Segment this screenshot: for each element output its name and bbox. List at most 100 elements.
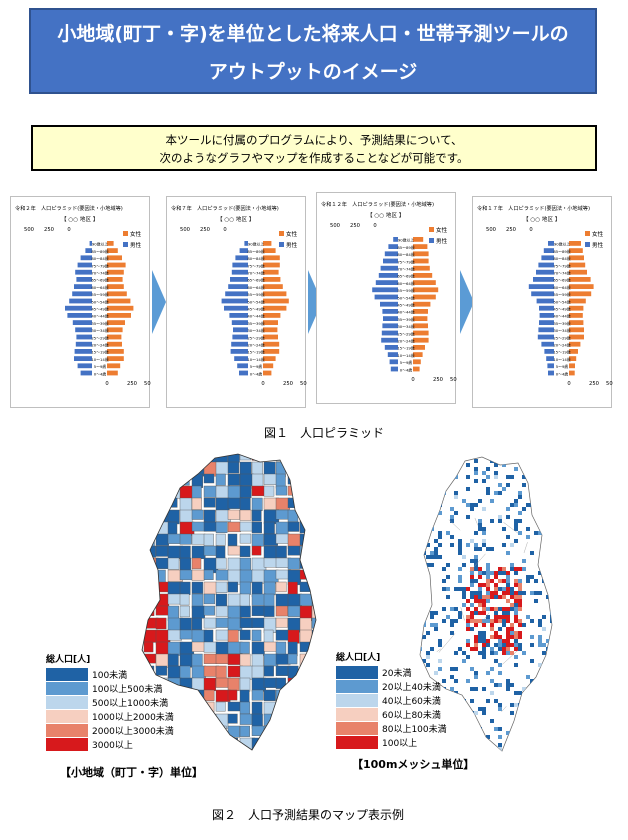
female-bar: [263, 320, 278, 325]
male-bar: [528, 284, 554, 289]
bottom-tick-label: 500: [144, 381, 151, 387]
age-label: 20～24歳: [91, 343, 108, 348]
bottom-tick-label: 250: [127, 381, 137, 387]
age-label: 10～14歳: [247, 357, 264, 362]
age-label: 80～84歳: [91, 256, 108, 261]
legend-swatch: [279, 231, 284, 236]
age-label: 35～39歳: [91, 321, 108, 326]
male-bar: [221, 298, 248, 304]
legend-item: 80以上100未満: [336, 721, 447, 735]
male-bar: [85, 248, 92, 253]
female-bar: [413, 337, 429, 343]
legend-swatch: [279, 242, 284, 247]
bottom-tick-label: 250: [589, 381, 599, 387]
age-label: 30～34歳: [397, 324, 414, 329]
legend-label: 女性: [286, 230, 298, 238]
chart-title: 令和１７年 人口ピラミッド(要因法・小地域等): [477, 204, 590, 212]
arrow-right-icon: [152, 270, 166, 334]
age-label: 65～69歳: [553, 278, 570, 283]
age-label: 15～19歳: [247, 350, 264, 355]
age-label: 75～79歳: [397, 259, 414, 264]
female-bar: [107, 313, 131, 318]
male-bar: [382, 309, 398, 314]
male-bar: [548, 370, 554, 376]
male-bar: [230, 349, 248, 354]
legend-swatch: [429, 227, 434, 232]
age-label: 20～24歳: [247, 343, 264, 348]
male-bar: [541, 341, 554, 347]
female-bar: [413, 265, 430, 271]
female-bar: [263, 341, 280, 347]
female-bar: [263, 262, 280, 268]
age-label: 25～29歳: [397, 331, 414, 336]
legend-swatch: [123, 242, 128, 247]
female-bar: [263, 363, 274, 369]
male-bar: [381, 330, 398, 336]
male-bar: [393, 237, 398, 242]
male-bar: [536, 298, 554, 304]
age-label: 85～89歳: [91, 249, 108, 254]
female-bar: [107, 334, 122, 340]
chart-subtitle: 【 ○○ 地区 】: [523, 215, 560, 223]
male-bar: [537, 334, 554, 340]
chart-title: 令和２年 人口ピラミッド(要因法・小地域等): [15, 204, 123, 212]
age-label: 50～54歳: [247, 299, 264, 304]
age-label: 45～49歳: [553, 307, 570, 312]
male-bar: [76, 277, 92, 282]
female-bar: [569, 327, 584, 333]
age-label: 90歳以上: [554, 242, 570, 247]
female-bar: [413, 309, 428, 314]
male-bar: [372, 287, 398, 293]
male-bar: [547, 363, 554, 369]
female-bar: [107, 277, 123, 282]
top-tick-label: 500: [330, 223, 340, 229]
male-bar: [244, 241, 248, 246]
male-bar: [232, 262, 248, 268]
page-title-line1: 小地域(町丁・字)を単位とした将来人口・世帯予測ツールの: [57, 23, 569, 45]
legend-item: 500以上1000未満: [46, 695, 174, 709]
age-label: 5～9歳: [400, 360, 413, 365]
chart-subtitle: 【 ○○ 地区 】: [61, 215, 98, 223]
chart-title: 令和１２年 人口ピラミッド(要因法・小地域等): [321, 200, 434, 208]
male-bar: [381, 337, 398, 343]
chart-subtitle: 【 ○○ 地区 】: [367, 211, 404, 219]
age-label: 70～74歳: [397, 267, 414, 272]
age-label: 0～4歳: [400, 367, 413, 372]
male-bar: [378, 273, 398, 278]
female-bar: [569, 320, 584, 325]
bottom-tick-label: 250: [433, 377, 443, 383]
female-bar: [569, 255, 584, 261]
age-label: 90歳以上: [248, 242, 264, 247]
male-bar: [224, 305, 248, 311]
legend-item: 2000以上3000未満: [46, 723, 174, 737]
female-bar: [263, 370, 272, 376]
top-tick-label: 250: [350, 223, 360, 229]
male-bar: [544, 349, 554, 354]
female-bar: [569, 341, 581, 347]
age-label: 55～59歳: [91, 292, 108, 297]
male-bar: [374, 294, 398, 300]
female-bar: [263, 277, 281, 282]
male-bar: [543, 248, 554, 253]
male-bar: [233, 327, 248, 333]
choropleth-map-town: [120, 450, 325, 760]
male-bar: [380, 265, 398, 271]
male-bar: [75, 341, 92, 347]
choropleth-map-mesh: [410, 455, 560, 760]
female-bar: [413, 316, 428, 321]
legend-item: 60以上80未満: [336, 707, 447, 721]
female-bar: [413, 273, 433, 278]
male-bar: [234, 356, 248, 361]
male-bar: [536, 269, 554, 275]
female-bar: [263, 298, 289, 304]
age-label: 50～54歳: [91, 299, 108, 304]
female-bar: [413, 323, 428, 329]
age-label: 25～29歳: [247, 335, 264, 340]
female-bar: [413, 330, 429, 336]
top-tick-label: 500: [24, 227, 34, 233]
legend-swatch: [585, 242, 590, 247]
female-bar: [263, 334, 278, 340]
male-bar: [231, 269, 248, 275]
male-bar: [239, 370, 248, 376]
age-label: 20～24歳: [553, 343, 570, 348]
